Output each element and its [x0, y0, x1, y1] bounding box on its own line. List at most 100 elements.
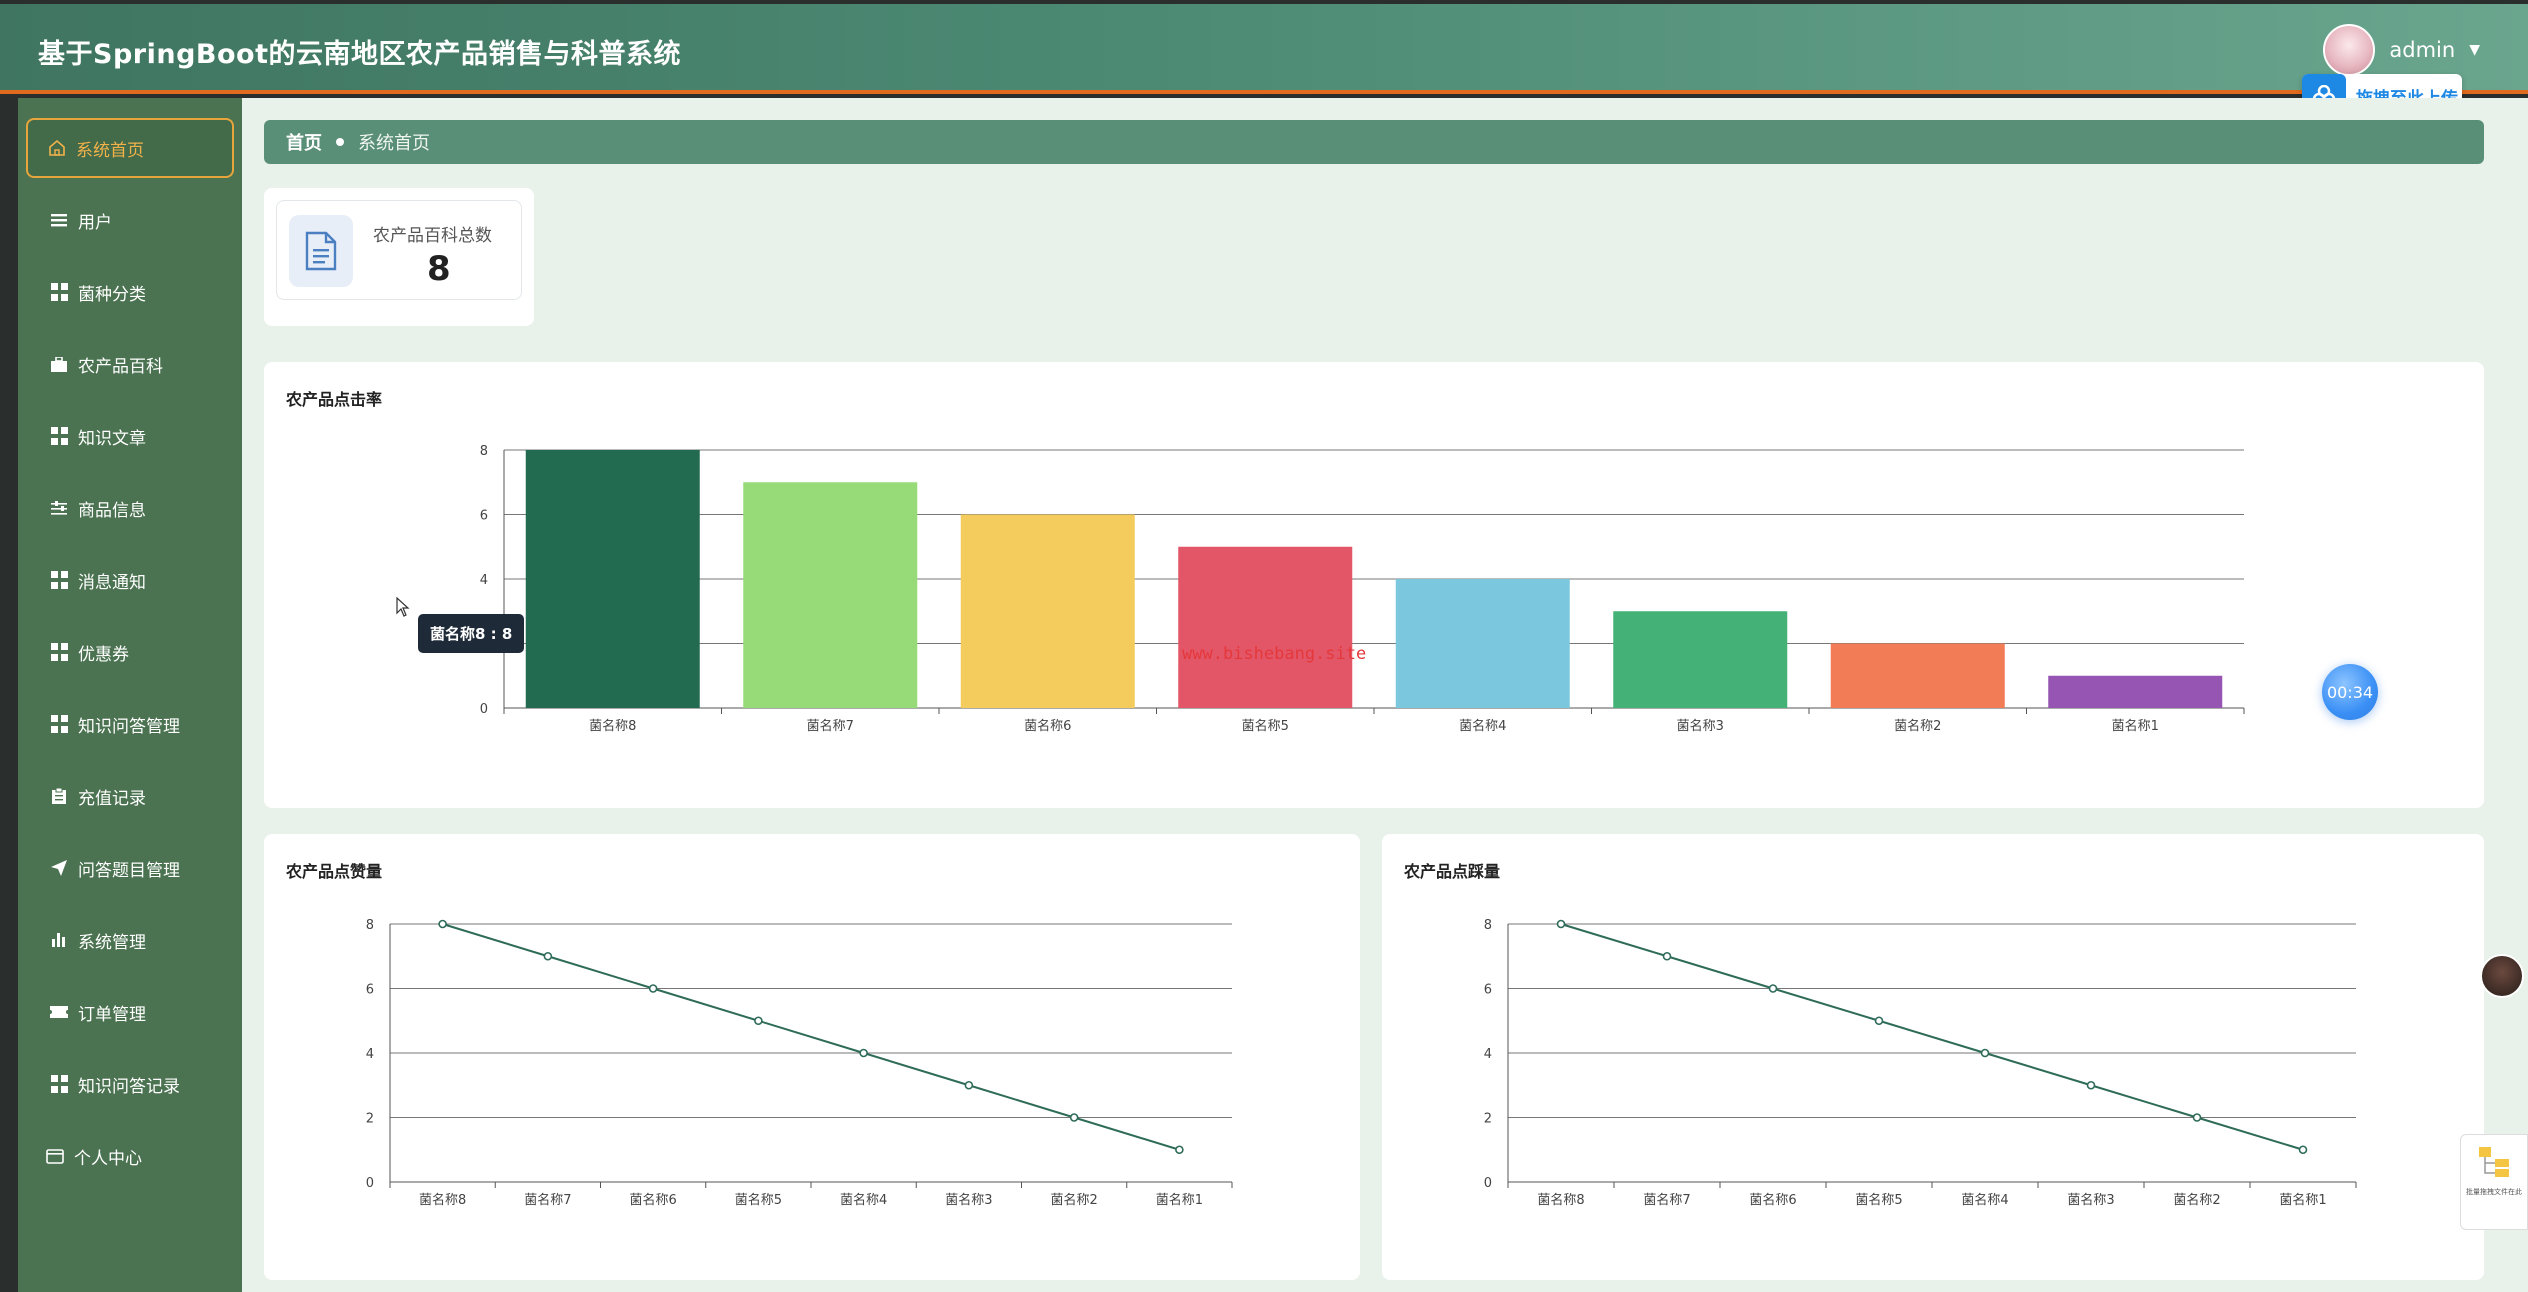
- data-point: [859, 1048, 868, 1058]
- x-tick-label: 菌名称8: [1537, 1192, 1584, 1208]
- grid-icon: [50, 715, 68, 733]
- data-point: [1175, 1145, 1184, 1155]
- briefcase-icon: [50, 355, 68, 373]
- sidebar-item-label: 知识问答记录: [78, 1076, 180, 1097]
- chart-title: 农产品点赞量: [286, 862, 383, 881]
- data-point: [754, 1016, 763, 1026]
- data-point: [1556, 919, 1566, 929]
- data-point: [1662, 951, 1672, 961]
- y-tick-label: 4: [480, 573, 488, 588]
- sidebar-item-home[interactable]: 系统首页: [26, 118, 234, 178]
- sidebar-item-notifications[interactable]: 消息通知: [26, 550, 234, 610]
- sidebar-item-quiz-management[interactable]: 问答题目管理: [26, 838, 234, 898]
- x-tick-label: 菌名称6: [1024, 718, 1071, 734]
- x-tick-label: 菌名称5: [1855, 1192, 1902, 1208]
- sidebar-item-recharge-records[interactable]: 充值记录: [26, 766, 234, 826]
- batch-drop-widget[interactable]: 批量拖拽文件在此: [2460, 1134, 2528, 1230]
- sidebar-item-system-management[interactable]: 系统管理: [26, 910, 234, 970]
- x-tick-label: 菌名称5: [735, 1192, 782, 1208]
- y-tick-label: 4: [1484, 1047, 1492, 1062]
- sliders-icon: [50, 499, 68, 517]
- y-tick-label: 2: [366, 1112, 374, 1127]
- x-tick-label: 菌名称8: [419, 1192, 466, 1208]
- x-tick-label: 菌名称3: [1677, 718, 1724, 734]
- sidebar-item-label: 优惠券: [78, 644, 129, 665]
- sidebar-item-coupons[interactable]: 优惠券: [26, 622, 234, 682]
- sidebar-item-label: 用户: [78, 212, 112, 233]
- breadcrumb-current: 系统首页: [358, 133, 430, 154]
- sidebar-item-products[interactable]: 商品信息: [26, 478, 234, 538]
- breadcrumb-home-link[interactable]: 首页: [286, 133, 322, 154]
- data-point: [2192, 1113, 2202, 1122]
- x-tick-label: 菌名称1: [2279, 1192, 2326, 1208]
- side-widget-label: 批量拖拽文件在此: [2466, 1188, 2522, 1196]
- x-tick-label: 菌名称4: [1961, 1192, 2008, 1208]
- data-point: [1874, 1016, 1884, 1026]
- timer-badge[interactable]: 00:34: [2322, 664, 2378, 720]
- folder-tree-icon: [2479, 1147, 2509, 1177]
- floating-avatar[interactable]: [2480, 954, 2524, 998]
- sidebar-item-label: 知识文章: [78, 428, 146, 449]
- chart-title: 农产品点击率: [286, 390, 383, 409]
- x-tick-label: 菌名称4: [840, 1192, 887, 1208]
- user-menu[interactable]: admin ▼: [2323, 24, 2480, 76]
- chart-title: 农产品点踩量: [1404, 862, 1501, 881]
- x-tick-label: 菌名称7: [1643, 1192, 1690, 1208]
- sidebar-item-qa-management[interactable]: 知识问答管理: [26, 694, 234, 754]
- x-tick-label: 菌名称8: [589, 718, 636, 734]
- bar: [1830, 643, 2005, 708]
- grid-icon: [50, 643, 68, 661]
- stat-card-inner: 农产品百科总数 8: [276, 200, 522, 300]
- sidebar-item-strain-category[interactable]: 菌种分类: [26, 262, 234, 322]
- bar: [743, 482, 918, 708]
- bar: [1613, 611, 1788, 708]
- sidebar-item-label: 消息通知: [78, 572, 146, 593]
- sidebar-item-orders[interactable]: 订单管理: [26, 982, 234, 1042]
- y-tick-label: 0: [366, 1176, 374, 1191]
- grid-icon: [50, 571, 68, 589]
- username[interactable]: admin: [2389, 38, 2456, 62]
- list-icon: [50, 211, 68, 229]
- y-tick-label: 8: [1484, 918, 1492, 933]
- data-point: [543, 951, 553, 961]
- app-title: 基于SpringBoot的云南地区农产品销售与科普系统: [38, 39, 681, 70]
- data-point: [648, 984, 658, 993]
- series-line: [1560, 923, 2304, 1151]
- sidebar-item-label: 充值记录: [78, 788, 146, 809]
- sidebar-item-label: 个人中心: [74, 1148, 142, 1169]
- user-avatar[interactable]: [2323, 24, 2376, 76]
- bar: [1178, 546, 1353, 708]
- bar: [2048, 675, 2223, 708]
- data-point: [1768, 984, 1778, 993]
- sidebar-item-label: 菌种分类: [78, 284, 146, 305]
- top-header: 基于SpringBoot的云南地区农产品销售与科普系统 admin ▼ 拖拽至此…: [0, 4, 2528, 118]
- sidebar-item-encyclopedia[interactable]: 农产品百科: [26, 334, 234, 394]
- y-tick-label: 8: [366, 918, 374, 933]
- sidebar-item-label: 农产品百科: [78, 356, 163, 377]
- bar: [525, 450, 700, 708]
- sidebar-item-users[interactable]: 用户: [26, 190, 234, 250]
- ticket-icon: [50, 1003, 68, 1021]
- document-icon: [289, 215, 353, 287]
- y-tick-label: 6: [1484, 983, 1492, 998]
- sidebar-item-qa-records[interactable]: 知识问答记录: [26, 1054, 234, 1114]
- x-tick-label: 菌名称3: [2067, 1192, 2114, 1208]
- sidebar-item-label: 商品信息: [78, 500, 146, 521]
- card-icon: [46, 1147, 64, 1165]
- series-line: [442, 923, 1180, 1151]
- y-tick-label: 6: [480, 509, 488, 524]
- x-tick-label: 菌名称5: [1242, 718, 1289, 734]
- likes-chart-card: 农产品点赞量 0 2 4 6 8 菌名称8 菌名称7 菌名称6 菌名称5 菌名称4 菌名称3 菌名称2…: [264, 834, 1360, 1280]
- breadcrumb-separator: [336, 138, 344, 146]
- y-tick-label: 8: [480, 444, 488, 459]
- sidebar-item-articles[interactable]: 知识文章: [26, 406, 234, 466]
- y-tick-label: 6: [366, 983, 374, 998]
- sidebar-item-label: 系统管理: [78, 932, 146, 953]
- sidebar-item-profile[interactable]: 个人中心: [26, 1126, 234, 1186]
- caret-down-icon[interactable]: ▼: [2469, 42, 2480, 58]
- x-tick-label: 菌名称6: [1749, 1192, 1796, 1208]
- sidebar-item-label: 问答题目管理: [78, 860, 180, 881]
- x-tick-label: 菌名称7: [524, 1192, 571, 1208]
- chart-tooltip: 菌名称8 : 8: [418, 614, 525, 653]
- x-tick-label: 菌名称6: [629, 1192, 676, 1208]
